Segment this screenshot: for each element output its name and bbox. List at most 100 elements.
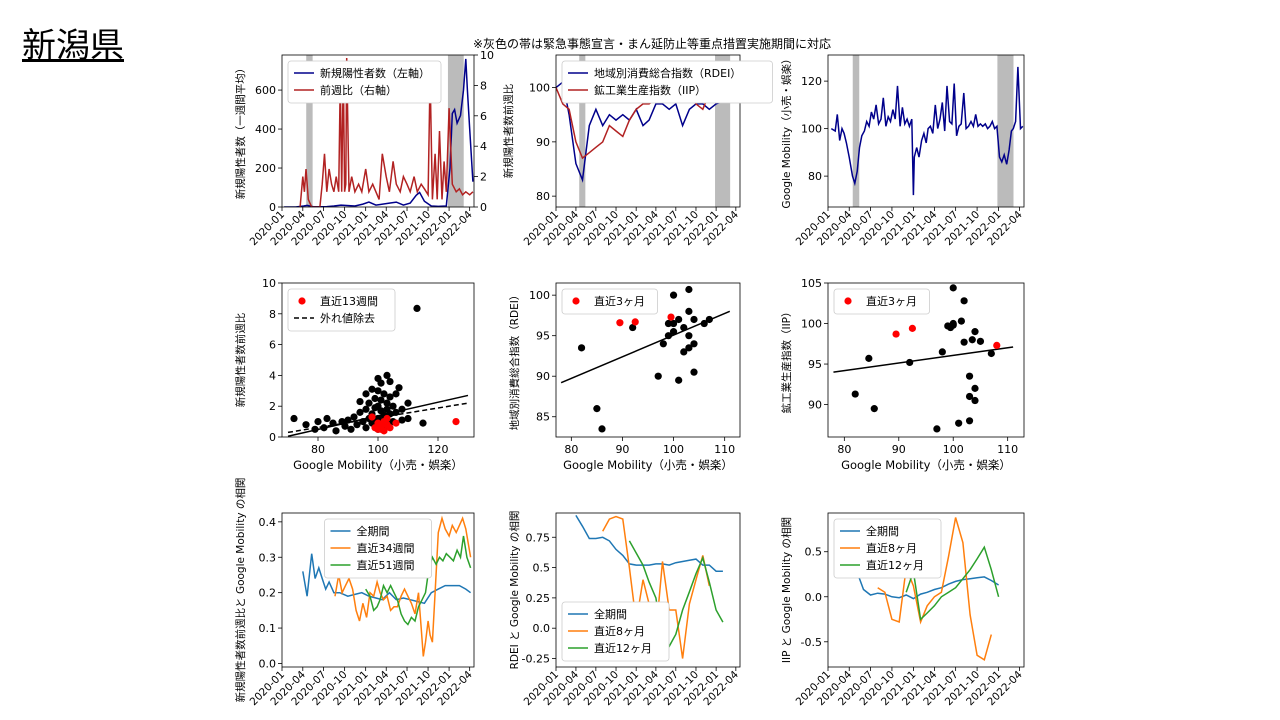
legend-label: 直近51週間 <box>357 558 415 572</box>
legend-box <box>833 288 930 315</box>
scatter-point <box>965 372 974 380</box>
y-tick-label: 100 <box>529 82 550 95</box>
scatter-point <box>398 416 406 424</box>
scatter-point <box>933 425 941 433</box>
scatter-point <box>356 397 364 406</box>
scatter-point <box>685 307 693 315</box>
plot-frame <box>827 54 1025 208</box>
scatter-point <box>404 399 412 407</box>
series-line-全期間 <box>575 515 723 572</box>
scatter-point <box>669 319 678 328</box>
scatter-point <box>419 419 427 427</box>
y-tick-label: 105 <box>801 277 822 290</box>
plot-frame <box>555 54 741 208</box>
scatter-point <box>667 313 675 321</box>
chart-panel-p7: 0.00.10.20.30.42020-012020-042020-072020… <box>234 478 475 709</box>
legend-box <box>561 60 773 104</box>
x-tick-label: 80 <box>311 443 325 456</box>
y-tick-label: 0.0 <box>805 591 823 604</box>
scatter-point <box>705 315 713 324</box>
series-line-全期間 <box>848 540 999 600</box>
y2-tick-label: 2 <box>480 171 487 184</box>
legend-label: 鉱工業生産指数（IIP） <box>594 83 706 97</box>
legend-box <box>833 518 942 579</box>
y-tick-label: 0.2 <box>259 587 277 600</box>
y-tick-label: 0.5 <box>533 562 551 575</box>
scatter-point <box>987 349 995 358</box>
y-tick-label: 100 <box>529 289 550 302</box>
chart-panel-p2: 80901002020-012020-042020-072020-102021-… <box>522 54 773 248</box>
scatter-point <box>374 374 382 383</box>
y-tick-label: 0 <box>269 431 276 444</box>
series-line-直近51週間 <box>365 535 472 626</box>
scatter-point <box>368 385 376 393</box>
y-tick-label: 120 <box>801 75 822 88</box>
scatter-point <box>690 315 698 324</box>
y-tick-label: 80 <box>536 190 550 203</box>
scatter-point <box>362 390 370 398</box>
x-axis-label: Google Mobility（小売・娯楽） <box>841 458 1011 472</box>
legend-label: 直近12ヶ月 <box>594 641 652 655</box>
chart-panel-p5: 85 90 95 100 80 90 100 110 Google Mobility（小売・娯楽… <box>508 282 741 472</box>
scatter-point <box>685 332 693 340</box>
scatter-point <box>389 402 397 410</box>
legend-label: 直近8ヶ月 <box>594 624 645 638</box>
y-tick-label: 600 <box>255 84 276 97</box>
scatter-point <box>311 425 319 433</box>
x-tick-label: 90 <box>892 443 906 456</box>
series-line-全期間 <box>302 553 472 605</box>
scatter-point <box>341 422 349 430</box>
scatter-point <box>374 387 382 395</box>
y-tick-label: 6 <box>269 339 276 352</box>
y-tick-label: 0.25 <box>526 592 551 605</box>
scatter-point <box>685 285 693 294</box>
series-line-直近34週間 <box>334 515 472 657</box>
scatter-point <box>906 358 914 367</box>
y-tick-label: 0.0 <box>533 622 551 635</box>
scatter-point <box>960 297 968 305</box>
scatter-point <box>302 421 310 429</box>
legend-label: 全期間 <box>357 524 390 538</box>
y-tick-label: 95 <box>808 358 822 371</box>
chart-panel-p4: 0 2 4 6 8 10 80 100 120 Google Mobility（小売・娯楽） 新規陽… <box>234 277 475 472</box>
legend-label: 直近3ヶ月 <box>866 294 917 308</box>
y-tick-label: 85 <box>536 411 550 424</box>
scatter-point <box>971 328 979 336</box>
series-line-直近8ヶ月 <box>877 517 993 661</box>
x-tick-label: 80 <box>837 443 851 456</box>
y-axis-label: 新規陽性者数前週比 <box>234 313 247 408</box>
y-tick-label: 4 <box>269 369 276 382</box>
legend-label: 地域別消費総合指数（RDEI） <box>594 66 741 80</box>
scatter-point <box>386 393 394 401</box>
scatter-point <box>347 425 355 433</box>
chart-note: ※灰色の帯は緊急事態宣言・まん延防止等重点措置実施期間に対応 <box>473 36 831 51</box>
y-axis-label: 新規陽性者数前週比と Google Mobility の相関 <box>234 478 247 703</box>
scatter-point <box>664 319 673 328</box>
scatter-point <box>392 390 400 398</box>
x-tick-label: 100 <box>943 443 964 456</box>
scatter-point <box>957 317 965 325</box>
scatter-point <box>965 417 974 425</box>
scatter-point <box>993 341 1001 350</box>
scatter-point <box>949 284 957 292</box>
scatter-point <box>350 413 358 421</box>
scatter-point <box>870 405 878 413</box>
scatter-point <box>380 427 388 435</box>
y-tick-label: 0.3 <box>259 551 277 564</box>
scatter-point <box>680 323 688 332</box>
scatter-point <box>374 425 382 433</box>
scatter-point <box>395 384 403 392</box>
x-tick-label: 90 <box>615 443 629 456</box>
scatter-point <box>664 332 673 340</box>
legend-label: 直近3ヶ月 <box>594 294 645 308</box>
y-tick-label: 90 <box>536 136 550 149</box>
scatter-point <box>413 304 421 313</box>
scatter-point <box>314 418 322 426</box>
scatter-point <box>386 377 394 386</box>
scatter-point <box>383 399 391 407</box>
legend: 直近3ヶ月 <box>833 288 930 315</box>
scatter-point <box>865 354 873 362</box>
